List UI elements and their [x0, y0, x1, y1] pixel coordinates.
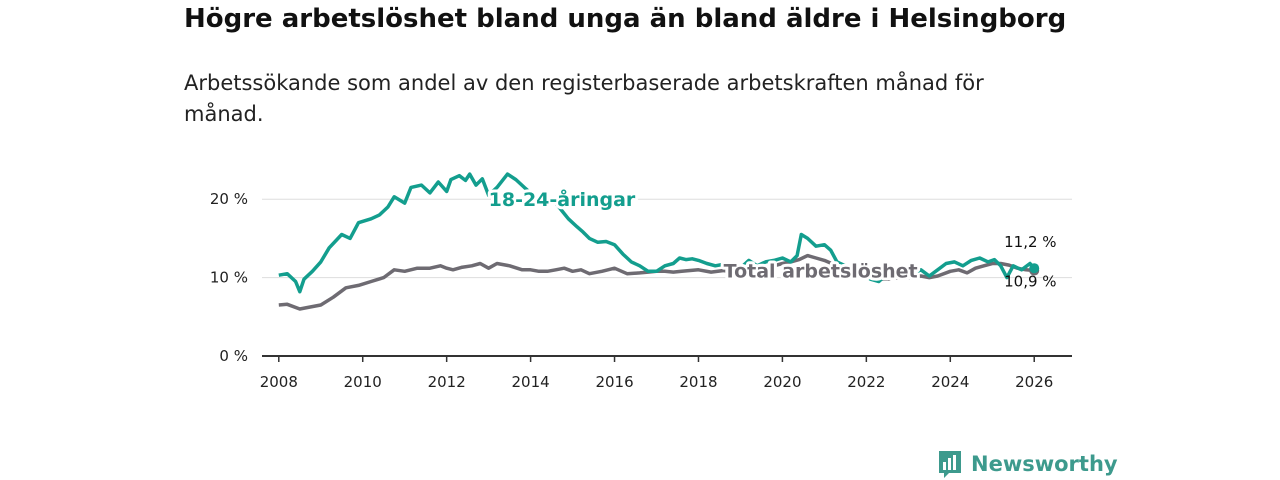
series-line-total: [278, 253, 1035, 311]
labels-layer: 18-24-åringar Total arbetslöshet 11,2 % 10,…: [486, 184, 1057, 291]
x-tick-label: 2022: [847, 373, 885, 391]
newsworthy-brand[interactable]: Newsworthy: [937, 449, 1118, 479]
x-tick-label: 2016: [595, 373, 633, 391]
y-tick-label: 20 %: [210, 190, 248, 208]
newsworthy-logo-icon: [939, 451, 961, 478]
series-line-youth: [278, 172, 1036, 294]
y-axis-ticks: 0 % 10 % 20 %: [210, 190, 248, 365]
series-end-marker-youth: [1029, 263, 1040, 274]
series-label-youth: 18-24-åringar: [489, 187, 636, 211]
x-tick-label: 2026: [1015, 373, 1053, 391]
series-label-total: Total arbetslöshet: [724, 261, 918, 283]
y-tick-label: 0 %: [219, 347, 248, 365]
y-tick-label: 10 %: [210, 269, 248, 287]
chart-title: Högre arbetslöshet bland unga än bland ä…: [184, 4, 1067, 34]
x-tick-label: 2014: [512, 373, 550, 391]
x-tick-label: 2024: [931, 373, 969, 391]
x-tick-label: 2018: [679, 373, 717, 391]
x-tick-label: 2008: [260, 373, 298, 391]
x-tick-label: 2010: [344, 373, 382, 391]
end-value-label-youth: 11,2 %: [1004, 233, 1056, 251]
x-tick-label: 2020: [763, 373, 801, 391]
series-layer: [278, 172, 1040, 311]
x-tick-label: 2012: [428, 373, 466, 391]
chart-subtitle: Arbetssökande som andel av den registerb…: [184, 71, 984, 126]
end-value-label-total: 10,9 %: [1004, 273, 1056, 291]
brand-name: Newsworthy: [971, 452, 1118, 476]
x-axis: 2008 2010 2012 2014 2016 2018 2020 2022 2024 2026: [260, 355, 1072, 391]
